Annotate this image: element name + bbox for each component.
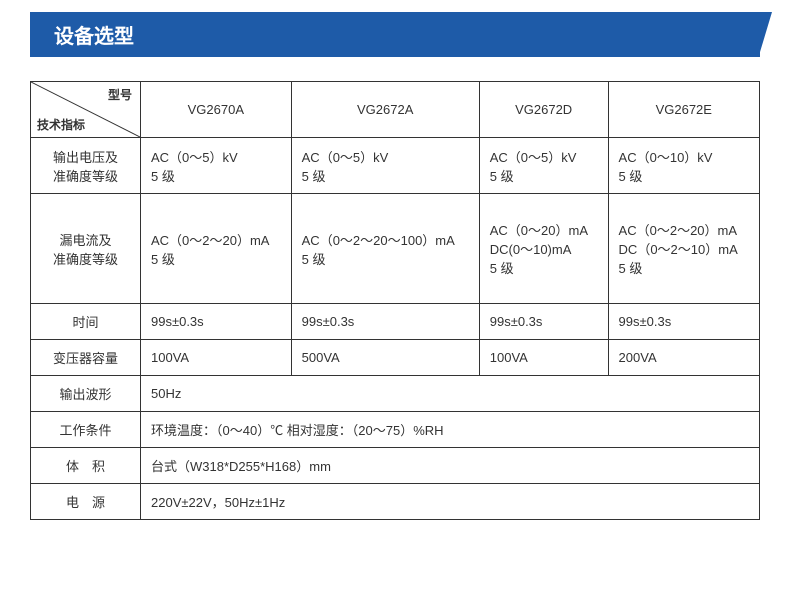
- cell: AC（0～20）mADC(0～10)mA5 级: [479, 194, 608, 304]
- corner-cell: 型号 技术指标: [31, 82, 141, 138]
- cell: AC（0～5）kV5 级: [291, 138, 479, 194]
- cell: 500VA: [291, 340, 479, 376]
- row-label: 时间: [31, 304, 141, 340]
- cell: 100VA: [141, 340, 292, 376]
- model-col-1: VG2672A: [291, 82, 479, 138]
- cell-span: 50Hz: [141, 376, 760, 412]
- row-label: 电 源: [31, 484, 141, 520]
- cell: 99s±0.3s: [291, 304, 479, 340]
- cell: 99s±0.3s: [141, 304, 292, 340]
- cell-span: 环境温度：（0～40）℃ 相对湿度：（20～75）%RH: [141, 412, 760, 448]
- row-power: 电 源 220V±22V，50Hz±1Hz: [31, 484, 760, 520]
- corner-bottom-label: 技术指标: [37, 116, 85, 133]
- section-header: 设备选型: [30, 12, 760, 57]
- row-output-voltage: 输出电压及准确度等级 AC（0～5）kV5 级 AC（0～5）kV5 级 AC（…: [31, 138, 760, 194]
- cell: 200VA: [608, 340, 759, 376]
- row-label: 变压器容量: [31, 340, 141, 376]
- spec-table: 型号 技术指标 VG2670A VG2672A VG2672D VG2672E …: [30, 81, 760, 520]
- row-transformer-capacity: 变压器容量 100VA 500VA 100VA 200VA: [31, 340, 760, 376]
- cell: AC（0～2～20）mADC（0～2～10）mA5 级: [608, 194, 759, 304]
- cell: AC（0～2～20～100）mA5 级: [291, 194, 479, 304]
- row-label: 体 积: [31, 448, 141, 484]
- spec-table-container: 型号 技术指标 VG2670A VG2672A VG2672D VG2672E …: [0, 57, 790, 520]
- cell: AC（0～5）kV5 级: [479, 138, 608, 194]
- row-label: 输出电压及准确度等级: [31, 138, 141, 194]
- model-col-3: VG2672E: [608, 82, 759, 138]
- cell: AC（0～10）kV5 级: [608, 138, 759, 194]
- row-time: 时间 99s±0.3s 99s±0.3s 99s±0.3s 99s±0.3s: [31, 304, 760, 340]
- cell: AC（0～2～20）mA5 级: [141, 194, 292, 304]
- corner-top-label: 型号: [108, 86, 132, 103]
- row-output-waveform: 输出波形 50Hz: [31, 376, 760, 412]
- model-col-0: VG2670A: [141, 82, 292, 138]
- cell: 99s±0.3s: [479, 304, 608, 340]
- cell: 100VA: [479, 340, 608, 376]
- section-title: 设备选型: [54, 26, 134, 48]
- row-label: 输出波形: [31, 376, 141, 412]
- row-volume: 体 积 台式（W318*D255*H168）mm: [31, 448, 760, 484]
- header-row: 型号 技术指标 VG2670A VG2672A VG2672D VG2672E: [31, 82, 760, 138]
- row-working-conditions: 工作条件 环境温度：（0～40）℃ 相对湿度：（20～75）%RH: [31, 412, 760, 448]
- cell: AC（0～5）kV5 级: [141, 138, 292, 194]
- row-leakage-current: 漏电流及准确度等级 AC（0～2～20）mA5 级 AC（0～2～20～100）…: [31, 194, 760, 304]
- cell-span: 220V±22V，50Hz±1Hz: [141, 484, 760, 520]
- model-col-2: VG2672D: [479, 82, 608, 138]
- row-label: 工作条件: [31, 412, 141, 448]
- row-label: 漏电流及准确度等级: [31, 194, 141, 304]
- cell: 99s±0.3s: [608, 304, 759, 340]
- cell-span: 台式（W318*D255*H168）mm: [141, 448, 760, 484]
